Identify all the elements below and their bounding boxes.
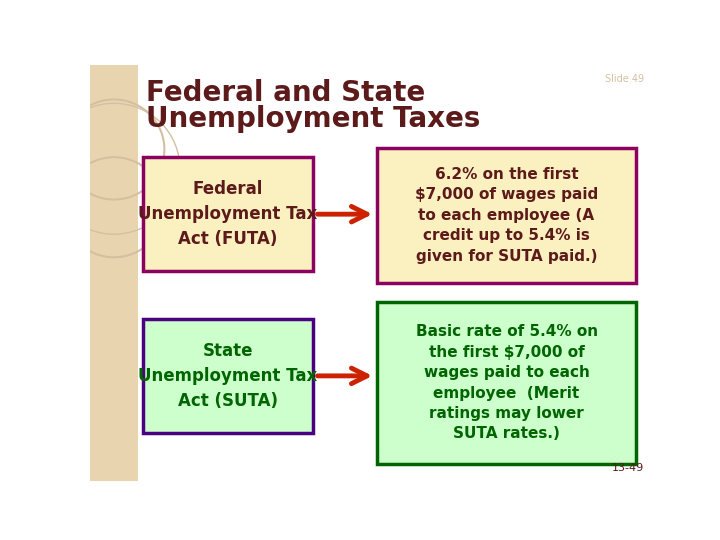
Text: Slide 49: Slide 49 (605, 74, 644, 84)
Text: Federal
Unemployment Tax
Act (FUTA): Federal Unemployment Tax Act (FUTA) (138, 180, 318, 248)
FancyBboxPatch shape (143, 319, 313, 433)
FancyBboxPatch shape (143, 157, 313, 271)
Text: Basic rate of 5.4% on
the first $7,000 of
wages paid to each
employee  (Merit
ra: Basic rate of 5.4% on the first $7,000 o… (415, 325, 598, 441)
FancyBboxPatch shape (377, 302, 636, 464)
Text: 13-49: 13-49 (612, 463, 644, 473)
Text: Unemployment Taxes: Unemployment Taxes (145, 105, 480, 133)
Text: 6.2% on the first
$7,000 of wages paid
to each employee (A
credit up to 5.4% is
: 6.2% on the first $7,000 of wages paid t… (415, 167, 598, 264)
Polygon shape (90, 65, 138, 481)
FancyBboxPatch shape (377, 148, 636, 283)
Text: State
Unemployment Tax
Act (SUTA): State Unemployment Tax Act (SUTA) (138, 342, 318, 410)
Text: Federal and State: Federal and State (145, 79, 425, 107)
